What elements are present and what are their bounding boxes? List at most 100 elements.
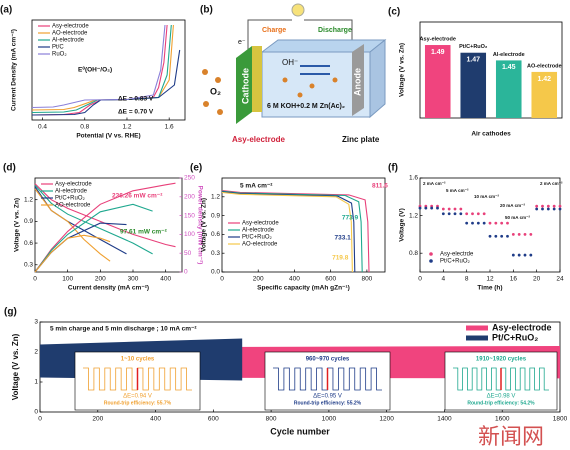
value-label: 1.49 — [431, 49, 445, 56]
x-tick-label: 24 — [556, 276, 564, 283]
y-tick-label: 0 — [34, 409, 38, 416]
data-point — [488, 221, 492, 225]
y-axis-label: Voltage (V vs. Zn) — [11, 333, 20, 400]
x-tick-label: 200 — [92, 416, 103, 423]
data-point — [529, 233, 533, 236]
anode-caption: Zinc plate — [342, 135, 380, 144]
x-axis-label: Specific capacity (mAh gZn⁻¹) — [257, 285, 350, 292]
data-point — [511, 253, 515, 257]
data-point — [453, 207, 457, 211]
data-line — [221, 190, 363, 273]
data-point — [441, 207, 445, 211]
particle — [217, 109, 223, 115]
legend-swatch — [429, 259, 433, 263]
data-line — [221, 191, 353, 273]
schematic: (b) Charge Discharge e⁻ e⁻ Cathode Anode… — [200, 3, 387, 144]
y2-tick-label: 100 — [184, 231, 195, 238]
x-tick-label: 16 — [510, 276, 518, 283]
x-tick-label: 1400 — [437, 416, 452, 423]
legend-label: Pt/C+RuO₂ — [492, 332, 538, 342]
data-line — [221, 189, 370, 273]
data-point — [459, 207, 463, 211]
inset-efficiency: Round-trip efficiency: 55.7% — [104, 400, 172, 406]
panel-label: (a) — [0, 5, 12, 16]
data-point — [552, 207, 556, 211]
panel-label: (d) — [3, 163, 16, 174]
data-point — [529, 253, 533, 257]
data-point — [494, 234, 498, 238]
y-tick-label: 0.0 — [211, 269, 220, 276]
y-axis-label: Voltage (V) — [399, 208, 406, 241]
category-label: AO-electrode — [527, 63, 562, 69]
data-line — [31, 24, 166, 109]
x-tick-label: 800 — [266, 416, 277, 423]
panel-label: (b) — [200, 5, 213, 16]
cathode-text: Cathode — [240, 68, 250, 104]
y-axis-label: Voltage (V vs. Zn) — [201, 198, 208, 252]
ion-label: OH⁻ — [282, 58, 298, 67]
annotation: 50 mA cm⁻² — [505, 215, 530, 220]
particle — [202, 69, 208, 75]
annotation: 20 mA cm⁻² — [500, 203, 525, 208]
watermark: 新闻网 — [478, 424, 544, 449]
particle — [215, 77, 221, 83]
particle — [282, 77, 288, 83]
data-point — [494, 221, 498, 225]
y-tick-label: 0.9 — [24, 218, 33, 225]
data-line — [34, 183, 176, 248]
y-tick-label: 0.6 — [211, 231, 220, 238]
x-tick-label: 12 — [486, 276, 494, 283]
annotation: E⁰(OH⁻/O₂) — [78, 66, 112, 74]
particle — [309, 83, 315, 89]
y-tick-label: 1.2 — [409, 212, 418, 219]
data-point — [471, 212, 474, 216]
inset-efficiency: Round-trip efficiency: 55.2% — [294, 400, 362, 406]
annotation: 5 min charge and 5 min discharge ; 10 mA… — [50, 326, 197, 333]
data-line — [34, 188, 111, 262]
legend-label: Pt/C+RuO₂ — [440, 259, 471, 265]
x-axis-label: Air cathodes — [471, 131, 511, 138]
data-point — [471, 221, 474, 225]
y2-tick-label: 0 — [184, 269, 188, 276]
legend-label: Al-electrode — [242, 228, 275, 234]
x-tick-label: 1.2 — [122, 124, 131, 131]
x-axis-label: Time (h) — [477, 285, 502, 292]
data-point — [517, 253, 521, 257]
x-tick-label: 0 — [220, 276, 224, 283]
particle — [297, 92, 303, 98]
data-line — [34, 222, 127, 273]
end-label: 733.1 — [334, 235, 351, 242]
plot-frame — [31, 19, 186, 121]
x-tick-label: 400 — [150, 416, 161, 423]
panel-label: (f) — [388, 163, 398, 174]
y-tick-label: 1.6 — [409, 175, 418, 182]
value-label: 1.45 — [502, 64, 516, 71]
end-label: 719.8 — [332, 255, 349, 262]
x-axis-label: Potential (V vs. RHE) — [76, 133, 140, 140]
data-point — [447, 207, 451, 211]
data-point — [552, 204, 556, 208]
legend-swatch — [429, 252, 433, 256]
data-point — [436, 206, 439, 210]
annotation: 10 mA cm⁻² — [474, 194, 499, 199]
x-tick-label: 100 — [62, 276, 73, 283]
x-tick-label: 1000 — [322, 416, 337, 423]
inset-delta: ΔE=0.94 V — [123, 394, 152, 400]
annotation: 2 mA cm⁻² — [423, 181, 446, 186]
category-label: Al-electrode — [493, 52, 525, 58]
bar — [495, 60, 522, 118]
data-point — [546, 207, 550, 211]
annotation: ΔE = 0.83 V — [118, 96, 154, 103]
legend-label: Asy-electrde — [440, 252, 474, 258]
y-tick-label: 3 — [34, 319, 38, 326]
x-tick-label: 0 — [33, 276, 37, 283]
data-line — [34, 234, 111, 273]
plot-frame — [221, 177, 386, 273]
data-point — [430, 206, 434, 210]
y-axis-label: Current Density (mA cm⁻²) — [11, 29, 18, 111]
legend-label: Al-electrode — [52, 38, 85, 44]
anode-plate — [352, 44, 364, 116]
y-tick-label: 1.2 — [24, 196, 33, 203]
inset-title: 960~970 cycles — [306, 357, 350, 363]
data-point — [482, 221, 486, 225]
